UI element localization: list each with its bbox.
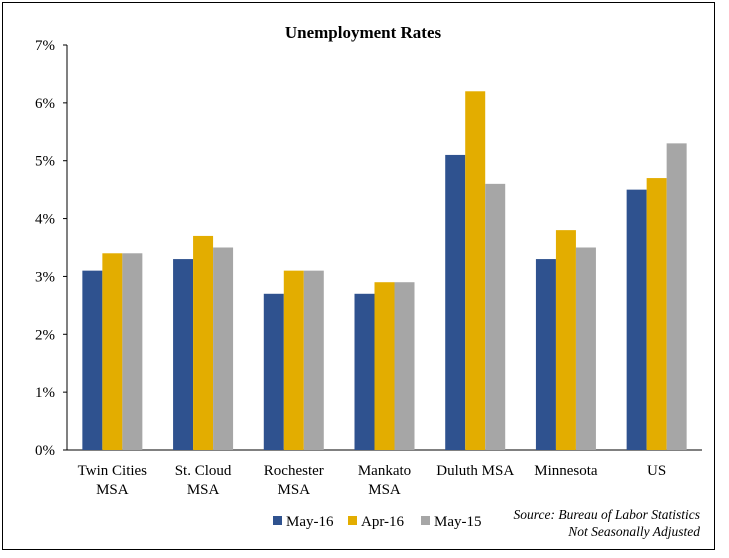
bar-apr-16-6 — [646, 178, 667, 451]
bar-may-15-0 — [122, 253, 143, 450]
y-tick-label: 3% — [35, 269, 55, 285]
x-axis-labels: Twin Cities MSA St. Cloud MSA Rochester MSA Ma… — [78, 463, 667, 498]
bar-apr-16-1 — [193, 235, 214, 450]
bar-apr-16-5 — [555, 230, 576, 450]
x-category-label: MSA — [187, 482, 220, 498]
bar-apr-16-0 — [102, 253, 123, 450]
x-category-label: Twin Cities — [78, 463, 148, 479]
x-category-label: St. Cloud — [175, 463, 232, 479]
bar-may-15-4 — [485, 183, 506, 450]
bar-apr-16-4 — [465, 91, 486, 451]
legend-swatch-may-16 — [273, 516, 282, 525]
x-category-label: US — [647, 463, 666, 479]
x-category-label: MSA — [96, 482, 129, 498]
bar-apr-16-3 — [374, 282, 395, 450]
x-category-label: Mankato — [358, 463, 411, 479]
bar-may-16-0 — [82, 270, 103, 450]
bar-apr-16-2 — [283, 270, 304, 450]
x-category-label: MSA — [368, 482, 401, 498]
chart-title: Unemployment Rates — [285, 23, 442, 42]
x-category-label: Duluth MSA — [436, 463, 514, 479]
bar-may-15-1 — [213, 247, 234, 450]
chart-bars — [82, 91, 687, 451]
y-tick-label: 0% — [35, 443, 55, 459]
legend-swatch-may-15 — [421, 516, 430, 525]
y-tick-label: 2% — [35, 327, 55, 343]
bar-may-16-4 — [445, 154, 466, 450]
bar-may-15-2 — [303, 270, 324, 450]
legend-label-apr-16: Apr-16 — [361, 514, 405, 530]
bar-may-16-2 — [263, 293, 284, 450]
legend-swatch-apr-16 — [348, 516, 357, 525]
bar-may-16-6 — [626, 189, 647, 450]
bar-may-16-5 — [535, 259, 556, 450]
source-annotation: Source: Bureau of Labor Statistics — [514, 507, 701, 522]
legend-label-may-16: May-16 — [286, 514, 334, 530]
x-category-label: Rochester — [264, 463, 324, 479]
y-tick-label: 7% — [35, 38, 55, 54]
x-category-label: MSA — [278, 482, 311, 498]
chart-legend: May-16 Apr-16 May-15 — [273, 514, 482, 530]
x-category-label: Minnesota — [534, 463, 598, 479]
unemployment-chart: Unemployment Rates 0% 1% 2% 3% 4% 5% 6% 7% Twin… — [35, 23, 702, 539]
legend-label-may-15: May-15 — [434, 514, 482, 530]
bar-may-15-5 — [575, 247, 596, 450]
y-axis-ticks: 0% 1% 2% 3% 4% 5% 6% 7% — [35, 38, 67, 459]
y-tick-label: 4% — [35, 212, 55, 228]
y-tick-label: 5% — [35, 154, 55, 170]
bar-may-16-3 — [354, 293, 375, 450]
bar-may-15-3 — [394, 282, 415, 450]
bar-may-16-1 — [173, 259, 194, 450]
seasonal-annotation: Not Seasonally Adjusted — [567, 524, 700, 539]
bar-may-15-6 — [666, 143, 687, 450]
y-tick-label: 1% — [35, 385, 55, 401]
y-tick-label: 6% — [35, 96, 55, 112]
chart-frame: Unemployment Rates 0% 1% 2% 3% 4% 5% 6% 7% Twin… — [2, 2, 715, 550]
